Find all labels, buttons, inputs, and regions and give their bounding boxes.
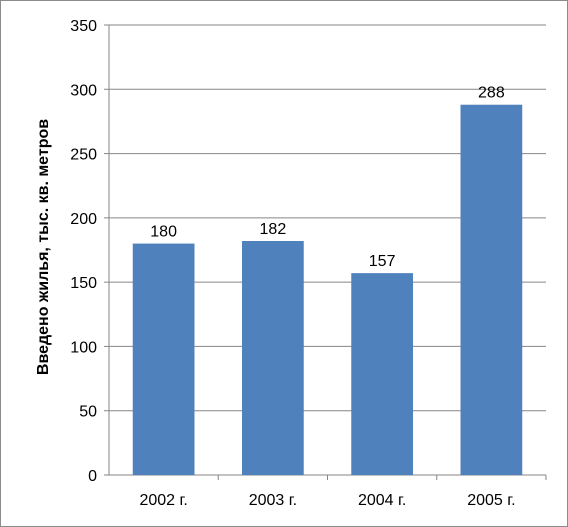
data-label: 180 bbox=[150, 224, 177, 241]
bar bbox=[460, 104, 523, 475]
bar bbox=[132, 243, 195, 475]
data-labels: 180 182 157 288 bbox=[150, 85, 505, 270]
y-tick-label: 150 bbox=[70, 275, 97, 292]
bar bbox=[242, 241, 304, 475]
y-tick-label: 100 bbox=[70, 339, 97, 356]
bars bbox=[132, 104, 523, 475]
x-tick-label: 2002 г. bbox=[139, 492, 187, 509]
x-tick-labels: 2002 г. 2003 г. 2004 г. 2005 г. bbox=[139, 492, 515, 509]
x-tick-label: 2004 г. bbox=[358, 492, 406, 509]
data-label: 182 bbox=[260, 221, 287, 238]
y-tick-labels: 0 50 100 150 200 250 300 350 bbox=[70, 18, 97, 485]
x-tick-label: 2003 г. bbox=[249, 492, 297, 509]
data-label: 288 bbox=[478, 85, 505, 102]
y-tick-label: 250 bbox=[70, 147, 97, 164]
data-label: 157 bbox=[369, 253, 396, 270]
y-tick-label: 50 bbox=[79, 404, 97, 421]
x-tick-label: 2005 г. bbox=[467, 492, 515, 509]
y-tick-label: 300 bbox=[70, 82, 97, 99]
y-axis-label: Введено жилья, тыс. кв. метров bbox=[35, 119, 52, 375]
bar bbox=[351, 273, 413, 475]
y-tick-label: 200 bbox=[70, 211, 97, 228]
y-tick-label: 0 bbox=[88, 468, 97, 485]
y-tick-label: 350 bbox=[70, 18, 97, 35]
